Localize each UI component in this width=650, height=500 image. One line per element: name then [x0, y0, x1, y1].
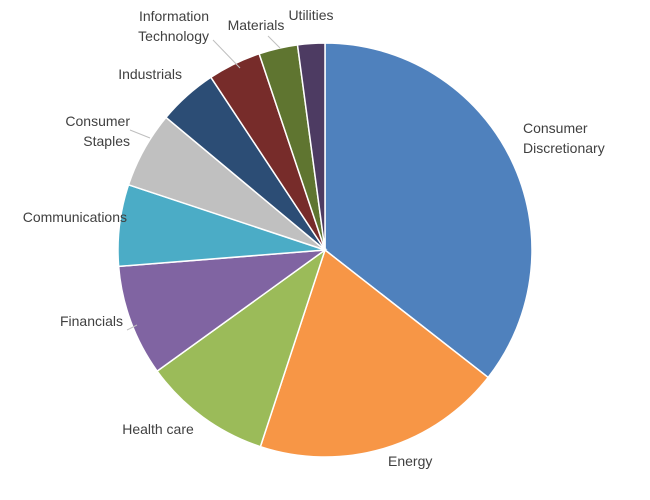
pie-slice-consumer-discretionary: [324, 42, 533, 379]
slice-label: Consumer Staples: [65, 113, 130, 149]
pie-slice-financials: [117, 249, 328, 373]
slice-label: Utilities: [288, 7, 333, 23]
slice-label-line: Staples: [83, 133, 130, 149]
slice-label: Consumer Discretionary: [523, 120, 605, 156]
leader-line: [129, 129, 151, 139]
pie-slice-energy: [259, 248, 490, 458]
slice-labels: Consumer Discretionary Energy Health care Fi…: [23, 7, 605, 469]
pie-slice-health-care: [156, 248, 327, 448]
slice-label: Health care: [122, 421, 194, 437]
slice-label: Communications: [23, 209, 127, 225]
leader-lines: [126, 35, 281, 331]
slice-label-line: Consumer: [523, 120, 588, 136]
slice-label: Information Technology: [138, 8, 209, 44]
leader-line: [267, 35, 281, 49]
slice-label-line: Financials: [60, 313, 123, 329]
leader-line: [126, 324, 138, 331]
slice-label-line: Technology: [138, 28, 209, 44]
slice-label-line: Health care: [122, 421, 194, 437]
leader-line: [212, 39, 241, 69]
slice-label-line: Discretionary: [523, 140, 605, 156]
slice-label-line: Utilities: [288, 7, 333, 23]
slice-label-line: Industrials: [118, 66, 182, 82]
slice-label: Energy: [388, 453, 432, 469]
slice-label: Industrials: [118, 66, 182, 82]
slice-label: Materials: [228, 17, 285, 33]
slice-label-line: Materials: [228, 17, 285, 33]
slice-label: Financials: [60, 313, 123, 329]
slice-label-line: Energy: [388, 453, 432, 469]
pie-slice-utilities: [296, 42, 326, 251]
slice-label-line: Communications: [23, 209, 127, 225]
slice-label-line: Consumer: [65, 113, 130, 129]
pie-slices: [117, 42, 533, 458]
slice-label-line: Information: [139, 8, 209, 24]
